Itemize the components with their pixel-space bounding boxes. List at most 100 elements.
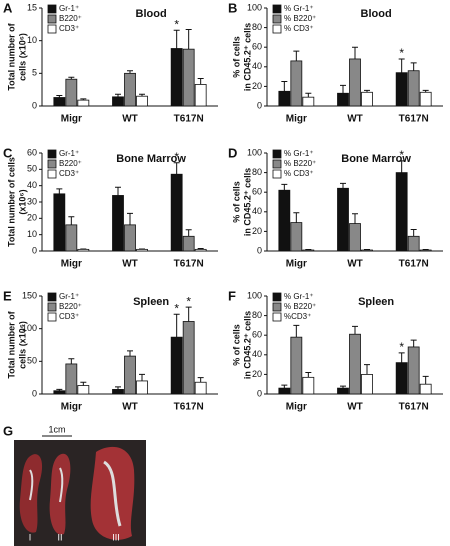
legend-swatch	[272, 159, 282, 169]
x-tick-label: T617N	[174, 402, 204, 413]
error-bar	[56, 388, 63, 391]
legend-label: % Gr-1⁺	[284, 4, 314, 13]
bar	[182, 48, 195, 107]
legend-swatch	[272, 292, 282, 302]
bar	[395, 172, 408, 252]
legend-label: % B220⁺	[284, 159, 316, 168]
bar	[112, 195, 124, 252]
error-bar	[115, 93, 121, 97]
error-bar	[410, 339, 417, 347]
bar	[302, 96, 315, 107]
error-bar	[68, 358, 75, 364]
x-tick-label: WT	[122, 259, 138, 270]
y-tick-label: 50	[27, 356, 37, 366]
bar	[337, 187, 349, 252]
y-axis-label: Total number of cells	[6, 157, 16, 247]
y-axis-label: Total number of	[6, 22, 16, 90]
spleen-label: II	[57, 532, 62, 542]
error-bar	[197, 78, 204, 85]
legend-swatch	[47, 4, 57, 14]
y-tick-label: 15	[27, 2, 37, 12]
bar	[419, 383, 432, 395]
bar	[170, 48, 183, 107]
error-bar	[352, 213, 358, 224]
y-tick-label: 10	[27, 35, 37, 45]
error-bar	[340, 84, 346, 94]
bar	[337, 92, 349, 107]
bar	[124, 224, 136, 252]
x-tick-label: WT	[122, 402, 138, 413]
chart-title: Bone Marrow	[116, 153, 186, 165]
legend-label: % B220⁺	[284, 302, 316, 311]
legend-label: % B220⁺	[284, 14, 316, 23]
y-axis-label: in CD45.2⁺ cells	[242, 311, 252, 379]
panel-letter: F	[228, 288, 236, 303]
legend-label: B220⁺	[59, 302, 82, 311]
fat-tissue	[29, 469, 34, 501]
error-bar	[185, 306, 192, 322]
y-tick-label: 100	[22, 323, 37, 333]
y-axis-label: % of cells	[231, 181, 241, 223]
error-bar	[398, 160, 405, 173]
y-axis-label: cells (x10⁶)	[17, 33, 27, 81]
chart-title: Bone Marrow	[341, 153, 411, 165]
bar	[170, 336, 183, 395]
x-tick-label: Migr	[286, 259, 307, 270]
error-bar	[305, 371, 312, 378]
x-tick-label: T617N	[399, 114, 429, 125]
x-tick-label: WT	[122, 114, 138, 125]
x-tick-label: T617N	[399, 402, 429, 413]
bar	[349, 223, 361, 252]
legend-swatch	[47, 14, 57, 24]
x-tick-label: Migr	[286, 114, 307, 125]
bar	[77, 248, 90, 252]
legend-label: B220⁺	[59, 159, 82, 168]
spleen	[49, 453, 71, 535]
error-bar	[340, 182, 346, 189]
error-bar	[305, 92, 312, 98]
significance-mark: *	[174, 301, 179, 315]
bar	[182, 321, 195, 395]
legend-swatch	[272, 4, 282, 14]
error-bar	[139, 373, 145, 381]
legend-label: CD3⁺	[59, 24, 79, 33]
bar	[194, 248, 207, 252]
y-tick-label: 20	[27, 213, 37, 223]
significance-mark: *	[174, 17, 179, 31]
error-bar	[197, 248, 204, 250]
bar	[136, 95, 148, 107]
y-tick-label: 0	[257, 100, 262, 110]
bar	[302, 249, 315, 252]
y-tick-label: 150	[22, 290, 37, 300]
bar	[53, 193, 66, 252]
bar	[170, 173, 183, 252]
error-bar	[352, 325, 358, 335]
bar	[65, 78, 78, 107]
error-bar	[422, 89, 429, 93]
legend-label: % CD3⁺	[284, 169, 314, 178]
legend-swatch	[47, 159, 57, 169]
y-tick-label: 40	[252, 349, 262, 359]
y-tick-label: 40	[27, 180, 37, 190]
x-tick-label: T617N	[399, 259, 429, 270]
panel-letter: C	[3, 145, 13, 160]
significance-mark: *	[186, 294, 191, 308]
significance-mark: *	[399, 340, 404, 354]
error-bar	[80, 98, 87, 101]
bar	[65, 224, 78, 252]
x-tick-label: T617N	[174, 259, 204, 270]
bar	[65, 363, 78, 395]
error-bar	[115, 386, 121, 390]
y-tick-label: 40	[252, 61, 262, 71]
legend-swatch	[272, 169, 282, 179]
legend-swatch	[272, 302, 282, 312]
error-bar	[352, 46, 358, 59]
legend-swatch	[272, 24, 282, 34]
legend-label: B220⁺	[59, 14, 82, 23]
bar	[395, 72, 408, 107]
error-bar	[410, 62, 417, 71]
bar	[278, 90, 291, 107]
bar	[124, 72, 136, 107]
chart-title: Spleen	[358, 296, 394, 308]
y-tick-label: 0	[32, 245, 37, 255]
